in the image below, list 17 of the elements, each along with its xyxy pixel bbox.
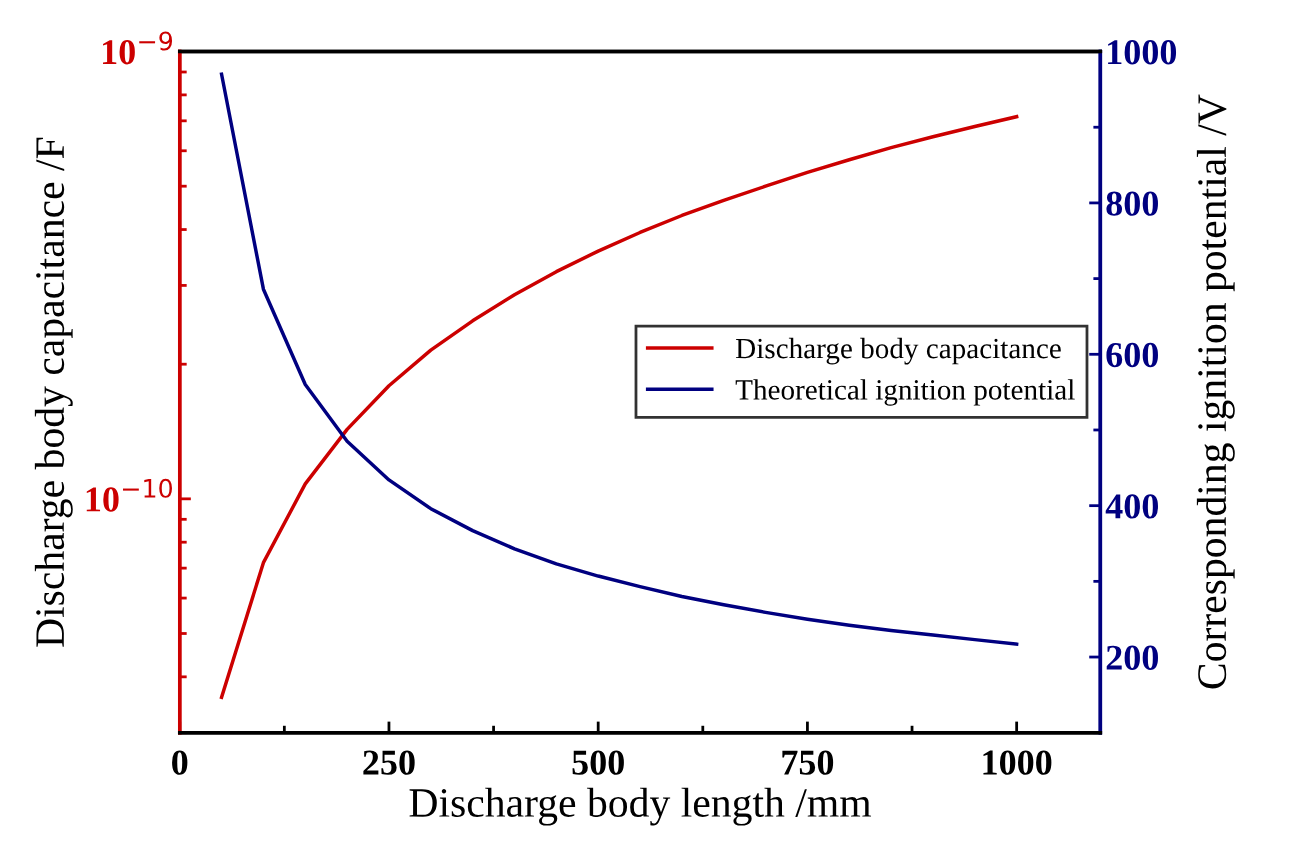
x-tick-label: 750 bbox=[782, 750, 834, 775]
y2-tick-label: 1000 bbox=[1108, 40, 1177, 65]
x-tick-label: 0 bbox=[172, 750, 188, 775]
y2-axis-title: Corresponding ignition potential /V bbox=[1196, 94, 1235, 689]
legend-label: Theoretical ignition potential bbox=[735, 379, 1075, 406]
x-tick-label: 1000 bbox=[983, 750, 1052, 775]
y-tick-label: 10$^{−10}$ bbox=[86, 478, 172, 512]
x-axis-title: Discharge body length /mm bbox=[409, 787, 872, 826]
y-axis-title: Discharge body capacitance /F bbox=[34, 137, 73, 647]
x-tick-label: 500 bbox=[572, 750, 624, 775]
y2-tick-label: 800 bbox=[1106, 191, 1158, 216]
y-tick-label: 10$^{−9}$ bbox=[103, 31, 173, 65]
y2-tick-label: 400 bbox=[1105, 494, 1158, 519]
y2-tick-label: 200 bbox=[1106, 645, 1158, 670]
y2-tick-label: 600 bbox=[1106, 342, 1158, 368]
x-tick-label: 250 bbox=[363, 750, 415, 775]
legend-label: Discharge body capacitance bbox=[735, 337, 1061, 365]
